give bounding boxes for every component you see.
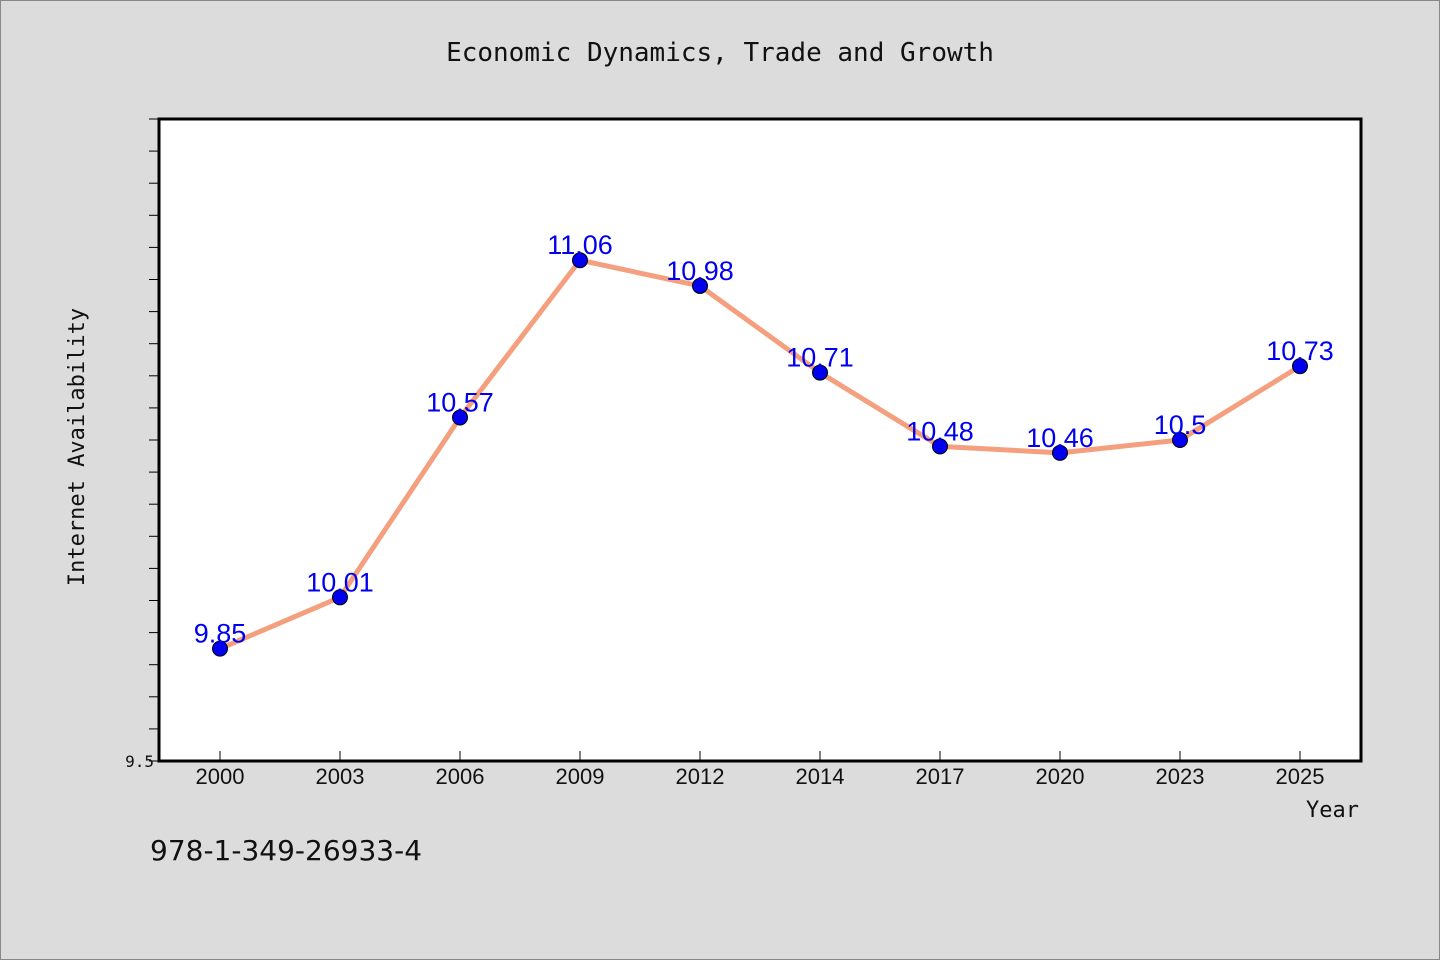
data-label: 10.57 — [426, 388, 494, 418]
data-point — [212, 640, 228, 657]
x-tick-label: 2012 — [676, 764, 725, 789]
x-tick-label: 2017 — [916, 764, 965, 789]
data-label: 10.98 — [666, 256, 734, 286]
data-point — [332, 589, 348, 606]
y-axis-ticks: 9.5 — [125, 118, 159, 771]
data-labels-group: 9.85 10.01 10.57 11.06 10.98 10.71 10.48 10.46 1… — [194, 230, 1334, 648]
series-line-group — [217, 257, 1303, 652]
series-line — [217, 257, 1303, 652]
data-point — [1172, 432, 1188, 448]
x-tick-label: 2000 — [196, 764, 245, 789]
data-label: 10.01 — [306, 567, 374, 597]
data-point — [1052, 444, 1068, 461]
data-point — [1292, 358, 1308, 375]
x-tick-label: 2006 — [436, 764, 485, 789]
x-axis-ticks: 2000 2003 2006 2009 2012 2014 2017 2020 2023 2025 — [196, 751, 1325, 789]
x-tick-label: 2020 — [1036, 764, 1085, 789]
data-point — [812, 364, 828, 381]
data-label: 9.85 — [194, 619, 247, 649]
y-tick-label: 9.5 — [125, 752, 154, 771]
data-label: 10.71 — [786, 343, 854, 373]
data-label: 10.46 — [1026, 423, 1094, 453]
x-tick-label: 2025 — [1276, 764, 1325, 789]
data-label: 10.73 — [1266, 336, 1334, 366]
data-point — [932, 438, 948, 455]
isbn-text: 978-1-349-26933-4 — [150, 834, 423, 867]
data-point — [572, 252, 588, 269]
data-point — [452, 409, 468, 426]
y-axis-label: Internet Availability — [65, 308, 90, 586]
x-tick-label: 2009 — [556, 764, 605, 789]
x-tick-label: 2014 — [796, 764, 845, 789]
x-axis-label: Year — [1306, 798, 1359, 823]
data-label: 10.5 — [1154, 410, 1207, 440]
data-points-group — [212, 252, 1308, 657]
data-label: 10.48 — [906, 416, 974, 446]
chart-title: Economic Dynamics, Trade and Growth — [446, 38, 994, 68]
data-label: 11.06 — [547, 230, 613, 260]
x-tick-label: 2003 — [316, 764, 365, 789]
x-tick-label: 2023 — [1156, 764, 1205, 789]
data-point — [692, 277, 708, 294]
